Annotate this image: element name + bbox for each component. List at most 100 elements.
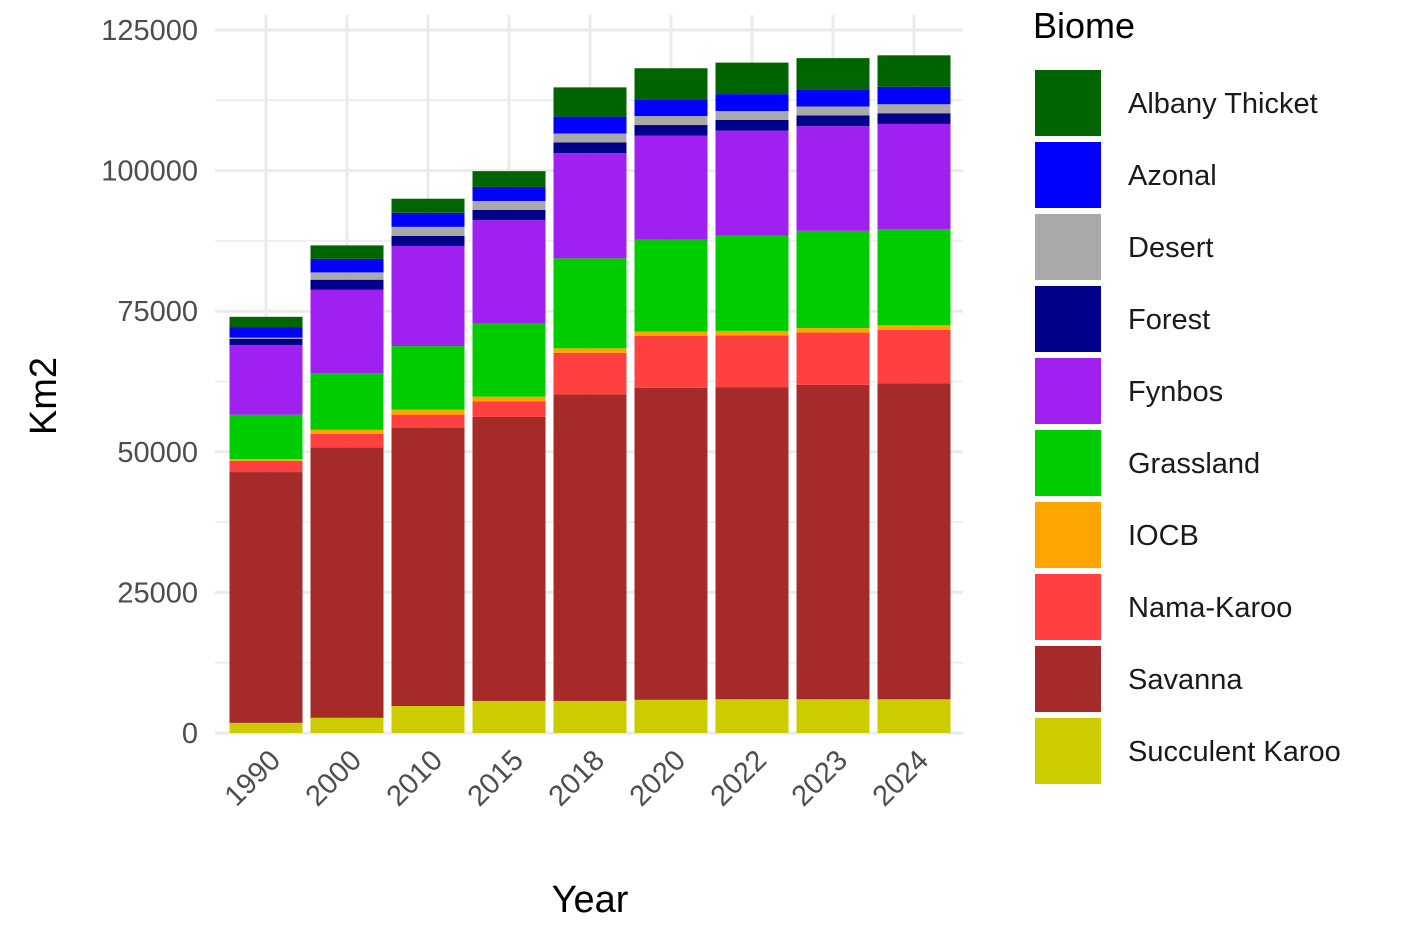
bar-segment-desert-1990	[229, 337, 303, 339]
bar-segment-savanna-2023	[796, 384, 870, 700]
legend-title: Biome	[1033, 5, 1135, 46]
x-axis-ticks: 1990 2000 2010 2015 2018 2020 2022 2023 2024	[219, 744, 935, 812]
bar-segment-desert-2022	[715, 110, 789, 120]
bar-segment-nama-karoo-2023	[796, 332, 870, 385]
bar-segment-azonal-2020	[634, 99, 708, 117]
bar-segment-savanna-1990	[229, 472, 303, 723]
bar-segment-nama-karoo-2018	[553, 352, 627, 395]
bar-segment-albany-thicket-1990	[229, 316, 303, 328]
legend-label-desert: Desert	[1128, 232, 1213, 264]
bar-segment-iocb-2015	[472, 396, 546, 402]
bar-segment-succulent-karoo-2000	[310, 717, 384, 733]
legend-key-fynbos	[1035, 358, 1101, 424]
bar-segment-fynbos-2000	[310, 289, 384, 374]
bar-segment-iocb-1990	[229, 459, 303, 461]
bars	[229, 55, 951, 733]
bar-segment-azonal-2024	[877, 86, 951, 105]
bar-segment-savanna-2022	[715, 387, 789, 700]
y-tick-label: 125000	[101, 15, 198, 47]
bar-segment-iocb-2022	[715, 330, 789, 336]
bar-segment-succulent-karoo-2010	[391, 706, 465, 733]
legend-key-iocb	[1035, 502, 1101, 568]
bar-segment-fynbos-2010	[391, 245, 465, 347]
bar-segment-savanna-2010	[391, 427, 465, 707]
x-tick-label: 2020	[624, 744, 692, 812]
x-axis-title: Year	[552, 879, 629, 921]
bar-segment-azonal-1990	[229, 327, 303, 338]
bar-segment-savanna-2018	[553, 394, 627, 701]
bar-segment-desert-2010	[391, 226, 465, 236]
bar-segment-nama-karoo-2010	[391, 414, 465, 428]
bar-segment-azonal-2010	[391, 212, 465, 227]
bar-segment-forest-2023	[796, 115, 870, 127]
bar-segment-nama-karoo-2024	[877, 329, 951, 384]
bar-segment-fynbos-2023	[796, 126, 870, 231]
bar-segment-desert-2020	[634, 116, 708, 126]
bar-segment-succulent-karoo-2022	[715, 699, 789, 733]
x-tick-label: 2010	[381, 744, 449, 812]
bar-segment-azonal-2015	[472, 186, 546, 201]
x-tick-label: 2018	[543, 744, 611, 812]
bar-segment-azonal-2000	[310, 258, 384, 273]
bar-segment-desert-2018	[553, 133, 627, 143]
bar-segment-forest-2020	[634, 125, 708, 136]
y-tick-label: 25000	[117, 577, 198, 609]
bar-segment-albany-thicket-2015	[472, 171, 546, 187]
bar-segment-grassland-2000	[310, 373, 384, 430]
legend-key-albany-thicket	[1035, 70, 1101, 136]
legend-key-succulent-karoo	[1035, 718, 1101, 784]
bar-segment-azonal-2022	[715, 94, 789, 111]
bar-segment-iocb-2023	[796, 328, 870, 333]
bar-segment-savanna-2024	[877, 383, 951, 700]
bar-segment-albany-thicket-2018	[553, 87, 627, 117]
legend-label-nama-karoo: Nama-Karoo	[1128, 592, 1292, 624]
bar-segment-forest-2000	[310, 279, 384, 290]
legend-label-fynbos: Fynbos	[1128, 376, 1223, 408]
legend-key-grassland	[1035, 430, 1101, 496]
bar-segment-grassland-2010	[391, 346, 465, 410]
bar-segment-iocb-2018	[553, 348, 627, 353]
legend-label-albany-thicket: Albany Thicket	[1128, 88, 1318, 120]
bar-segment-forest-2022	[715, 119, 789, 131]
legend-label-grassland: Grassland	[1128, 448, 1260, 480]
y-axis-ticks: 0 25000 50000 75000 100000 125000	[101, 15, 198, 750]
legend-label-iocb: IOCB	[1128, 520, 1199, 552]
bar-segment-succulent-karoo-1990	[229, 722, 303, 733]
bar-segment-fynbos-2022	[715, 130, 789, 236]
y-tick-label: 100000	[101, 156, 198, 188]
bar-segment-desert-2024	[877, 104, 951, 114]
x-tick-label: 2022	[705, 744, 773, 812]
bar-segment-forest-2018	[553, 142, 627, 154]
x-tick-label: 2015	[462, 744, 530, 812]
bar-segment-grassland-2015	[472, 323, 546, 397]
bar-segment-forest-2015	[472, 209, 546, 221]
bar-segment-fynbos-2015	[472, 220, 546, 324]
bar-segment-succulent-karoo-2024	[877, 699, 951, 733]
y-tick-label: 75000	[117, 296, 198, 328]
bar-segment-azonal-2023	[796, 89, 870, 107]
bar-segment-desert-2015	[472, 200, 546, 210]
bar-segment-nama-karoo-1990	[229, 460, 303, 473]
bar-segment-succulent-karoo-2015	[472, 700, 546, 733]
x-tick-label: 2023	[786, 744, 854, 812]
bar-segment-savanna-2015	[472, 416, 546, 701]
bar-segment-nama-karoo-2020	[634, 335, 708, 388]
bar-segment-grassland-2022	[715, 235, 789, 331]
bar-segment-succulent-karoo-2018	[553, 700, 627, 733]
x-tick-label: 2024	[867, 744, 935, 812]
bar-segment-fynbos-2020	[634, 135, 708, 240]
bar-segment-fynbos-1990	[229, 344, 303, 415]
y-axis-title: Km2	[23, 357, 65, 435]
bar-segment-forest-2010	[391, 235, 465, 246]
bar-segment-albany-thicket-2024	[877, 55, 951, 87]
legend-label-succulent-karoo: Succulent Karoo	[1128, 736, 1341, 768]
bar-segment-iocb-2024	[877, 325, 951, 330]
bar-segment-forest-2024	[877, 113, 951, 124]
bar-segment-forest-1990	[229, 338, 303, 345]
bar-segment-nama-karoo-2022	[715, 335, 789, 388]
bar-segment-savanna-2000	[310, 447, 384, 718]
bar-segment-albany-thicket-2020	[634, 68, 708, 100]
y-tick-label: 0	[182, 718, 198, 750]
bar-segment-fynbos-2024	[877, 123, 951, 230]
